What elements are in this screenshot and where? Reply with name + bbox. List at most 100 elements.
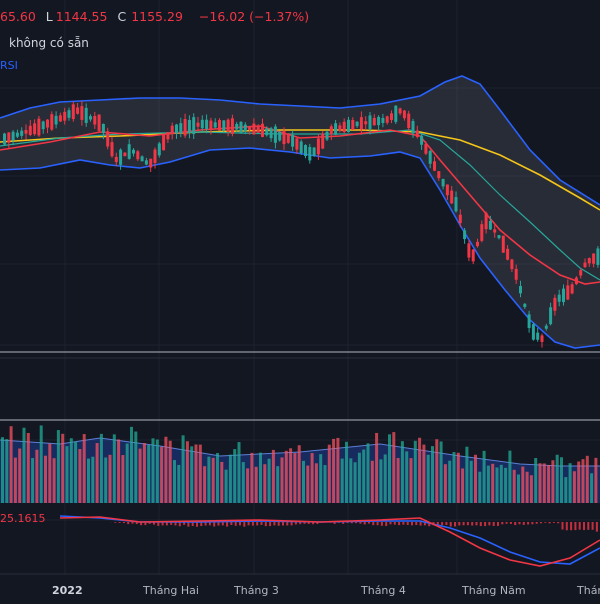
candle-body-6	[29, 126, 32, 135]
volume-bar-17	[74, 442, 77, 503]
volume-bar-74	[319, 454, 322, 503]
volume-bar-128	[551, 460, 554, 503]
volume-bar-24	[104, 458, 107, 503]
macd-hist-24	[213, 522, 215, 526]
candle-body-19	[85, 108, 88, 123]
candle-body-75	[326, 132, 329, 140]
candle-body-5	[25, 130, 28, 134]
candle-body-29	[128, 144, 131, 159]
volume-bar-117	[504, 468, 507, 503]
macd-hist-111	[587, 522, 589, 530]
candle-body-17	[76, 107, 79, 113]
volume-bar-11	[48, 444, 51, 503]
candle-body-66	[287, 135, 290, 143]
volume-bar-102	[440, 441, 443, 503]
candle-body-80	[347, 120, 350, 132]
volume-bar-127	[547, 465, 550, 503]
macd-hist-83	[467, 522, 469, 525]
volume-bar-25	[109, 455, 112, 503]
macd-hist-106	[566, 522, 568, 530]
volume-bar-84	[362, 450, 365, 503]
candle-body-25	[111, 142, 114, 156]
macd-hist-81	[458, 522, 460, 525]
candle-body-87	[377, 117, 380, 125]
candle-body-93	[403, 111, 406, 119]
volume-bar-126	[543, 463, 546, 503]
macd-hist-103	[553, 522, 555, 523]
indicator-label[interactable]: RSI	[0, 59, 18, 72]
candle-body-107	[463, 230, 466, 239]
volume-bar-93	[401, 441, 404, 503]
macd-hist-107	[570, 522, 572, 530]
candle-body-130	[562, 289, 565, 302]
volume-bar-64	[276, 466, 279, 503]
volume-bar-49	[212, 458, 215, 503]
candle-body-65	[283, 131, 286, 144]
volume-bar-41	[177, 465, 180, 503]
macd-hist-28	[230, 522, 232, 525]
candle-body-60	[261, 124, 264, 137]
candle-body-123	[532, 324, 535, 340]
volume-bar-18	[78, 449, 81, 503]
volume-bar-57	[246, 468, 249, 503]
macd-hist-72	[420, 522, 422, 526]
macd-hist-88	[488, 522, 490, 525]
x-axis-label-2022: 2022	[52, 584, 83, 597]
candle-body-78	[338, 125, 341, 130]
macd-hist-29	[235, 522, 237, 526]
candle-body-54	[235, 124, 238, 129]
macd-hist-40	[282, 522, 284, 525]
candle-body-68	[295, 138, 298, 149]
volume-bar-136	[586, 456, 589, 503]
candle-body-13	[59, 115, 62, 121]
volume-bar-61	[263, 464, 266, 503]
candle-body-61	[265, 128, 268, 135]
candle-body-4	[20, 131, 23, 136]
macd-hist-33	[252, 522, 254, 526]
volume-bar-98	[422, 445, 425, 503]
candle-body-38	[166, 132, 169, 139]
volume-bar-103	[444, 464, 447, 503]
volume-bar-22	[96, 443, 99, 503]
macd-hist-112	[592, 522, 594, 530]
candle-body-134	[579, 270, 582, 275]
volume-bar-122	[526, 472, 529, 503]
candle-body-102	[442, 179, 445, 186]
macd-hist-101	[544, 522, 546, 523]
volume-bar-19	[83, 434, 86, 503]
candle-body-120	[519, 286, 522, 293]
volume-bar-83	[358, 453, 361, 503]
macd-hist-37	[269, 522, 271, 526]
macd-hist-108	[574, 522, 576, 530]
candle-body-21	[93, 116, 96, 125]
candle-body-136	[588, 258, 591, 263]
candle-body-53	[231, 118, 234, 134]
volume-bar-105	[453, 452, 456, 503]
candle-body-135	[584, 263, 587, 267]
volume-bar-2	[10, 426, 13, 503]
volume-bar-21	[91, 457, 94, 503]
candle-body-9	[42, 122, 45, 130]
candle-body-8	[37, 119, 40, 136]
x-axis-label-jun: Tháng	[577, 584, 600, 597]
volume-bar-116	[500, 465, 503, 503]
candle-body-30	[132, 150, 135, 154]
volume-bar-85	[367, 443, 370, 503]
candle-body-50	[218, 120, 221, 130]
volume-bar-28	[121, 455, 124, 503]
candle-body-26	[115, 157, 118, 162]
candle-body-41	[179, 123, 182, 133]
volume-bar-111	[478, 472, 481, 503]
candle-body-94	[407, 114, 410, 128]
candle-body-28	[123, 153, 126, 157]
macd-hist-97	[527, 522, 529, 524]
macd-hist-99	[536, 522, 538, 524]
volume-bar-94	[405, 451, 408, 503]
volume-bar-39	[169, 441, 172, 503]
volume-bar-124	[534, 458, 537, 503]
candle-body-72	[313, 148, 316, 156]
volume-bar-69	[298, 445, 301, 503]
candle-body-121	[523, 304, 526, 307]
